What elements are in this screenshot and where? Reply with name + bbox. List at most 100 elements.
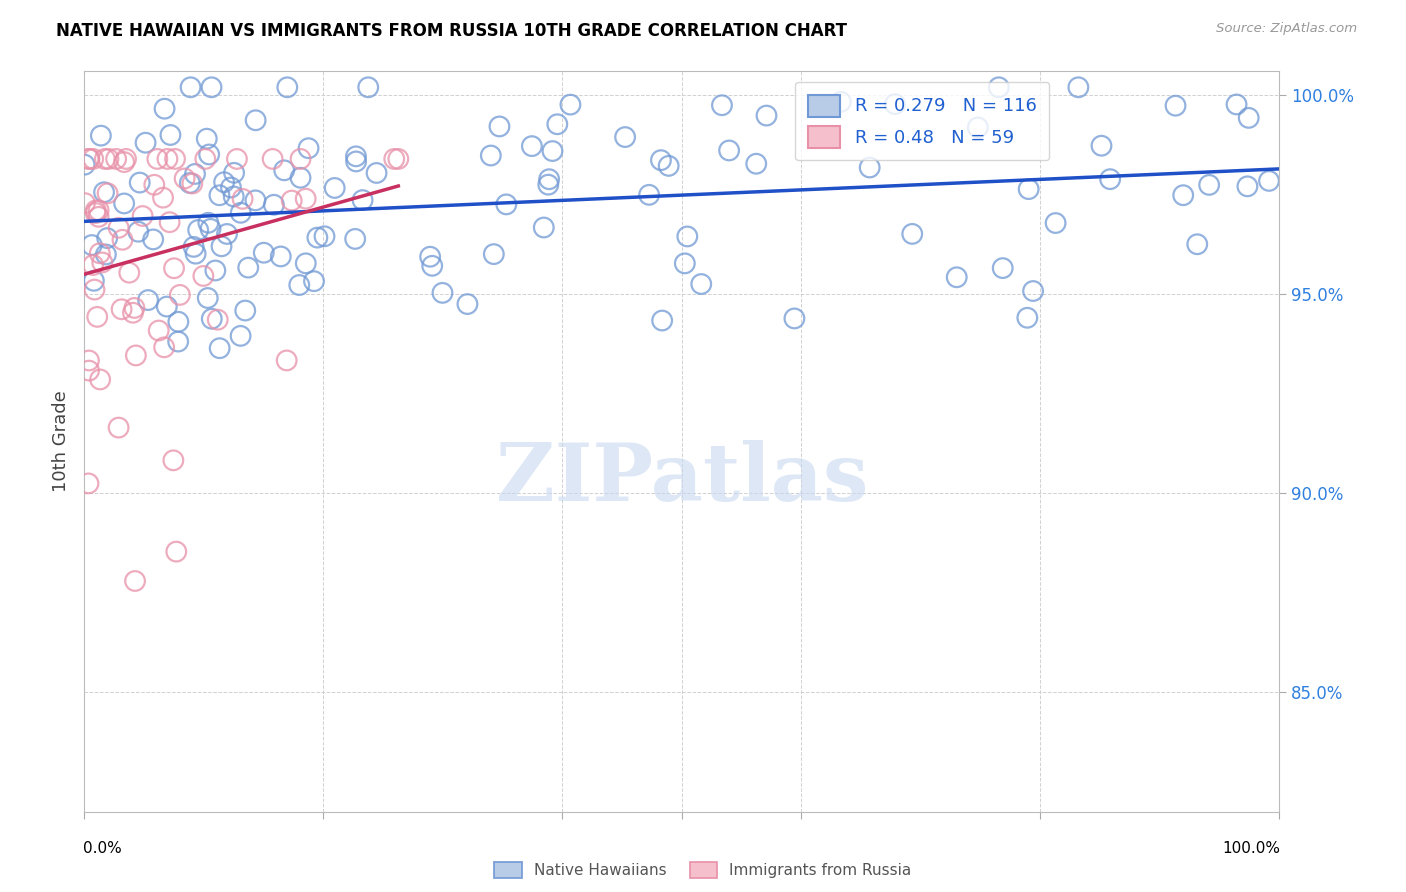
Point (208, 341, 231, 355)
Text: 0.0%: 0.0% (83, 841, 122, 856)
Point (273, 163, 295, 178)
Point (163, 152, 186, 166)
Point (1258, 174, 1281, 188)
Point (208, 188, 231, 202)
Point (125, 348, 148, 362)
Point (87, 203, 110, 218)
Point (94, 152, 117, 166)
Point (226, 152, 249, 166)
Point (111, 233, 134, 247)
Point (1198, 178, 1220, 192)
Point (183, 240, 205, 254)
Point (169, 288, 191, 302)
Text: ZIPatlas: ZIPatlas (496, 440, 868, 517)
Point (194, 152, 217, 166)
Text: Source: ZipAtlas.com: Source: ZipAtlas.com (1216, 22, 1357, 36)
Point (233, 303, 256, 318)
Point (488, 120, 510, 134)
Point (638, 187, 661, 202)
Point (323, 181, 346, 195)
Point (180, 80, 202, 95)
Point (229, 206, 252, 220)
Point (1045, 216, 1067, 230)
Point (107, 220, 129, 235)
Point (238, 260, 260, 275)
Point (541, 144, 564, 158)
Point (86, 310, 108, 324)
Point (253, 245, 276, 260)
Point (718, 144, 741, 158)
Point (77, 363, 100, 377)
Point (77, 353, 100, 368)
Point (136, 293, 159, 307)
Point (181, 177, 204, 191)
Point (204, 263, 226, 277)
Point (538, 172, 561, 186)
Point (167, 315, 190, 329)
Point (131, 209, 153, 223)
Point (110, 302, 132, 317)
Point (297, 141, 319, 155)
Point (212, 175, 235, 189)
Point (73, 158, 96, 172)
Point (207, 312, 229, 326)
Point (122, 306, 145, 320)
Point (127, 225, 149, 239)
Point (135, 136, 157, 150)
Point (82, 258, 104, 272)
Point (97, 152, 120, 166)
Point (755, 109, 778, 123)
Point (84, 206, 107, 220)
Point (614, 130, 637, 145)
Point (97, 186, 120, 201)
Point (314, 229, 336, 244)
Point (294, 192, 316, 206)
Point (945, 270, 967, 285)
Point (783, 311, 806, 326)
Point (280, 194, 302, 208)
Point (222, 189, 245, 203)
Point (93, 186, 115, 200)
Point (184, 246, 207, 260)
Point (162, 453, 184, 467)
Point (94, 247, 117, 261)
Point (352, 193, 374, 207)
Point (82, 152, 104, 166)
Point (262, 152, 284, 166)
Point (673, 256, 696, 270)
Point (546, 117, 568, 131)
Point (479, 148, 502, 162)
Point (124, 574, 146, 588)
Point (112, 196, 135, 211)
Point (263, 198, 285, 212)
Point (658, 159, 681, 173)
Point (520, 139, 543, 153)
Point (276, 353, 298, 368)
Text: 100.0%: 100.0% (1223, 841, 1281, 856)
Point (387, 152, 409, 166)
Point (107, 420, 129, 434)
Point (156, 152, 179, 166)
Point (1237, 111, 1260, 125)
Point (456, 297, 478, 311)
Legend: Native Hawaiians, Immigrants from Russia: Native Hawaiians, Immigrants from Russia (488, 856, 918, 884)
Point (222, 166, 245, 180)
Point (165, 544, 187, 558)
Point (884, 97, 907, 112)
Point (650, 153, 672, 168)
Point (276, 80, 298, 95)
Point (290, 170, 312, 185)
Point (676, 229, 699, 244)
Point (232, 192, 254, 206)
Legend: R = 0.279   N = 116, R = 0.48   N = 59: R = 0.279 N = 116, R = 0.48 N = 59 (796, 82, 1049, 161)
Point (495, 197, 517, 211)
Point (184, 167, 207, 181)
Point (1225, 97, 1247, 112)
Point (96, 231, 118, 245)
Point (560, 97, 582, 112)
Point (193, 268, 215, 283)
Point (1022, 284, 1045, 298)
Point (344, 232, 367, 246)
Point (87, 210, 110, 224)
Point (79, 152, 101, 166)
